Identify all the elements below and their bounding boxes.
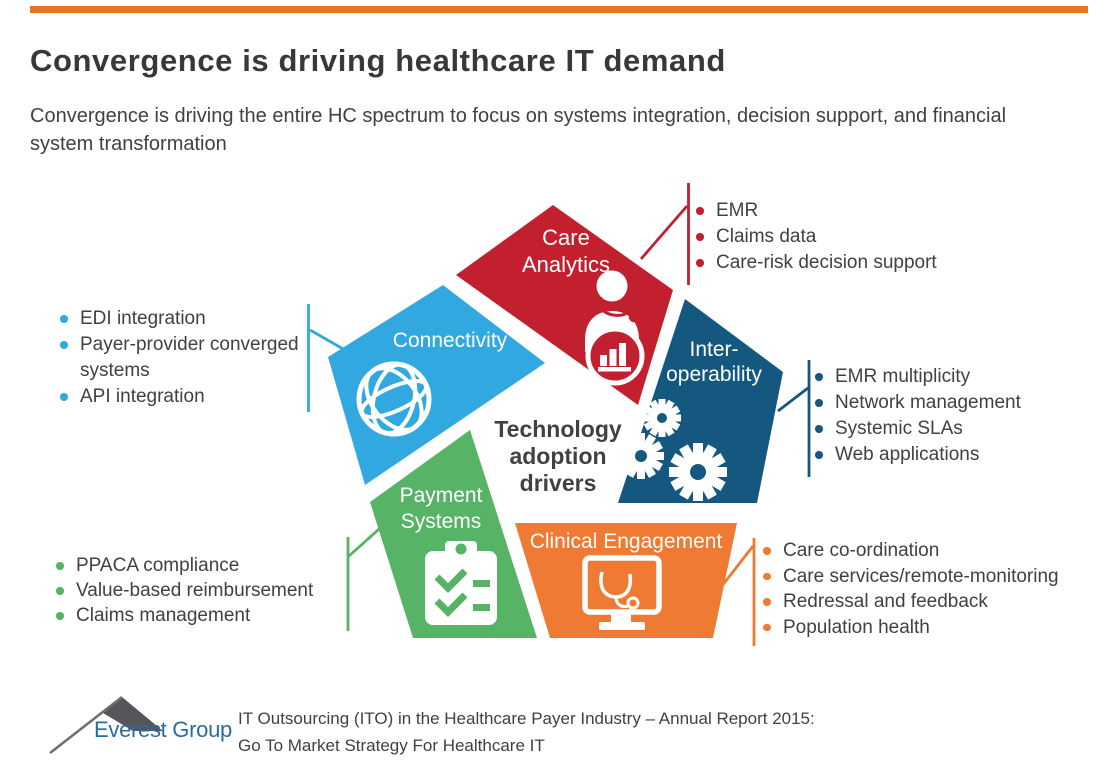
clinical-engagement-list: Care co-ordination Care services/remote-m… bbox=[761, 538, 1101, 640]
connectivity-label: Connectivity bbox=[392, 329, 508, 352]
payment-systems-label: Payment Systems bbox=[399, 484, 483, 533]
list-item: Population health bbox=[761, 615, 1101, 641]
list-item: Care services/remote-monitoring bbox=[761, 564, 1101, 590]
list-item: Network management bbox=[813, 390, 1098, 416]
list-item: Care co-ordination bbox=[761, 538, 1101, 564]
center-label: Technology adoption drivers bbox=[494, 416, 622, 496]
list-item: EDI integration bbox=[58, 306, 310, 332]
connectivity-shape bbox=[328, 285, 545, 485]
footer-line-2: Go To Market Strategy For Healthcare IT bbox=[238, 736, 545, 755]
list-item: Systemic SLAs bbox=[813, 416, 1098, 442]
interoperability-connector bbox=[777, 360, 811, 477]
list-item: Web applications bbox=[813, 442, 1098, 468]
interoperability-label: Inter- operability bbox=[666, 338, 762, 386]
globe-icon bbox=[356, 361, 432, 437]
clinical-engagement-connector bbox=[713, 538, 756, 646]
footer-report-title: IT Outsourcing (ITO) in the Healthcare P… bbox=[238, 705, 815, 759]
list-item: Claims management bbox=[54, 603, 354, 628]
list-item: Claims data bbox=[694, 224, 994, 250]
clipboard-checklist-icon bbox=[425, 541, 497, 625]
connectivity-list: EDI integration Payer-provider converged … bbox=[58, 306, 310, 410]
accent-bar bbox=[30, 6, 1088, 13]
care-analytics-label: Care Analytics bbox=[521, 225, 611, 277]
list-item: Care-risk decision support bbox=[694, 250, 994, 276]
connectivity-connector bbox=[307, 304, 353, 412]
list-item: Value-based reimbursement bbox=[54, 578, 354, 603]
list-item: EMR bbox=[694, 198, 994, 224]
monitor-stethoscope-icon bbox=[582, 555, 662, 630]
list-item: EMR multiplicity bbox=[813, 364, 1098, 390]
list-item: API integration bbox=[58, 384, 310, 410]
gears-icon bbox=[618, 399, 727, 501]
list-item: Payer-provider converged systems bbox=[58, 332, 310, 384]
page-subtitle: Convergence is driving the entire HC spe… bbox=[30, 105, 1007, 155]
clinical-engagement-shape bbox=[515, 523, 737, 638]
clinical-engagement-label: Clinical Engagement bbox=[529, 530, 723, 553]
everest-logo-text: Everest Group bbox=[94, 717, 232, 742]
interoperability-list: EMR multiplicity Network management System… bbox=[813, 364, 1098, 468]
care-analytics-connector bbox=[639, 183, 690, 285]
doctor-analytics-icon bbox=[585, 270, 645, 386]
page-title: Convergence is driving healthcare IT dem… bbox=[30, 42, 726, 78]
list-item: Redressal and feedback bbox=[761, 589, 1101, 615]
footer-line-1: IT Outsourcing (ITO) in the Healthcare P… bbox=[238, 709, 815, 728]
care-analytics-list: EMR Claims data Care-risk decision support bbox=[694, 198, 994, 276]
list-item: PPACA compliance bbox=[54, 553, 354, 578]
payment-systems-list: PPACA compliance Value-based reimbursemen… bbox=[54, 553, 354, 628]
payment-systems-connector bbox=[346, 511, 398, 631]
everest-logo-mountain-icon bbox=[49, 696, 163, 754]
